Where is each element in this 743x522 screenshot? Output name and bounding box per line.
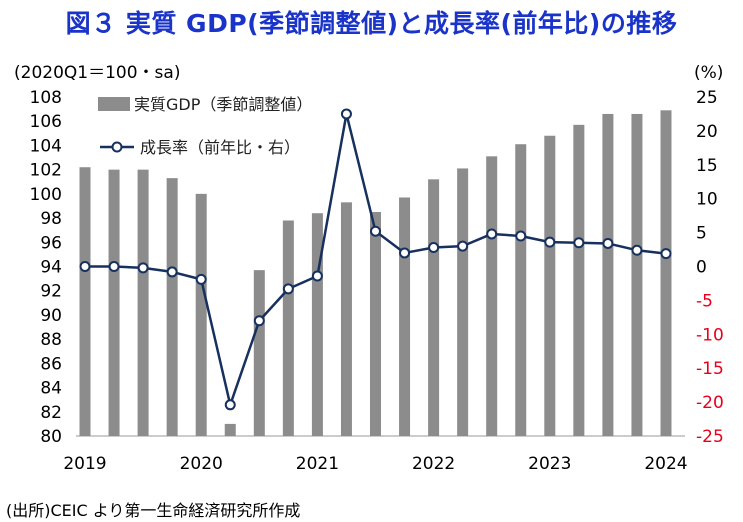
gdp-bar	[428, 179, 440, 437]
gdp-bar	[282, 220, 294, 436]
left-tick-label: 96	[40, 233, 62, 253]
x-tick-label: 2020	[180, 454, 223, 474]
growth-point	[108, 261, 120, 272]
right-tick-label: -20	[696, 393, 724, 413]
x-tick-label: 2022	[412, 454, 455, 474]
left-tick-label: 80	[40, 427, 62, 447]
growth-point	[137, 262, 149, 274]
gdp-bar	[515, 144, 527, 437]
gdp-bar	[631, 113, 643, 436]
right-tick-label: 20	[696, 122, 718, 142]
right-tick-label: 15	[696, 156, 718, 176]
gdp-bar	[253, 270, 265, 436]
left-tick-label: 86	[40, 354, 62, 374]
growth-point	[311, 270, 323, 282]
right-tick-label: 0	[696, 258, 707, 278]
right-tick-label: 10	[696, 190, 718, 210]
left-tick-label: 104	[30, 136, 62, 156]
left-tick-label: 94	[40, 258, 62, 278]
gdp-bar	[660, 110, 672, 436]
gdp-bars	[79, 110, 672, 437]
gdp-bar	[399, 197, 411, 436]
growth-point	[224, 399, 236, 411]
growth-point	[253, 315, 265, 327]
growth-point	[370, 225, 381, 237]
right-tick-label: -5	[696, 291, 713, 311]
right-axis-unit: (%)	[694, 63, 723, 83]
right-axis-ticks: 25 20 15 10 5 0 -5 -10 -15 -20 -25	[696, 88, 724, 447]
growth-point	[515, 230, 527, 242]
growth-point	[544, 236, 556, 248]
left-tick-label: 84	[40, 379, 62, 399]
x-tick-label: 2023	[528, 454, 571, 474]
growth-point	[195, 273, 207, 285]
left-tick-label: 88	[40, 330, 62, 350]
right-tick-label: 5	[696, 224, 707, 244]
source-note: (出所)CEIC より第一生命経済研究所作成	[6, 501, 301, 520]
gdp-bar	[195, 193, 207, 436]
x-tick-label: 2019	[63, 454, 106, 474]
gdp-bar	[486, 156, 498, 436]
x-axis-labels: 2019 2020 2021 2022 2023 2024	[63, 454, 687, 474]
x-tick-label: 2021	[296, 454, 339, 474]
left-tick-label: 92	[40, 282, 62, 302]
gdp-bar	[370, 212, 381, 436]
left-tick-label: 98	[40, 209, 62, 229]
right-tick-label: -25	[696, 427, 724, 447]
growth-point	[631, 244, 643, 256]
gdp-bar	[544, 135, 556, 436]
legend: 実質GDP（季節調整値） 成長率（前年比・右）	[98, 95, 312, 157]
left-axis-ticks: 80 82 84 86 88 90 92 94 96 98 100 102 104 106 108	[30, 88, 62, 447]
right-tick-label: -10	[696, 325, 724, 345]
gdp-bar	[108, 169, 120, 436]
legend-bar-swatch	[98, 97, 130, 111]
growth-point	[602, 237, 614, 249]
gdp-bar	[573, 124, 585, 436]
growth-point	[457, 240, 469, 252]
gdp-bar	[137, 169, 149, 436]
growth-point	[399, 247, 411, 259]
legend-line-marker	[111, 141, 123, 153]
growth-point	[486, 228, 498, 240]
growth-point	[282, 283, 294, 295]
left-tick-label: 82	[40, 403, 62, 423]
left-tick-label: 106	[30, 112, 62, 132]
gdp-bar	[166, 178, 178, 436]
growth-point	[340, 108, 352, 120]
legend-line-label: 成長率（前年比・右）	[140, 138, 300, 157]
gdp-bar	[224, 423, 236, 436]
growth-point	[166, 266, 178, 278]
gdp-bar	[602, 113, 614, 436]
gdp-bar	[79, 167, 91, 436]
x-tick-label: 2024	[644, 454, 687, 474]
right-tick-label: -15	[696, 359, 724, 379]
gdp-bar	[457, 168, 469, 437]
right-tick-label: 25	[696, 88, 718, 108]
legend-bar-label: 実質GDP（季節調整値）	[134, 95, 312, 114]
gdp-bar	[340, 202, 352, 436]
left-tick-label: 90	[40, 306, 62, 326]
left-tick-label: 100	[30, 185, 62, 205]
left-axis-unit: (2020Q1＝100・sa)	[14, 63, 180, 83]
growth-line	[79, 108, 672, 411]
left-tick-label: 102	[30, 161, 62, 181]
growth-point	[660, 248, 672, 260]
left-tick-label: 108	[30, 88, 62, 108]
growth-point	[573, 237, 585, 249]
growth-point	[428, 242, 440, 254]
gdp-bar	[311, 213, 323, 436]
chart-title: 図３ 実質 GDP(季節調整値)と成長率(前年比)の推移	[65, 9, 678, 38]
growth-point	[79, 261, 91, 272]
